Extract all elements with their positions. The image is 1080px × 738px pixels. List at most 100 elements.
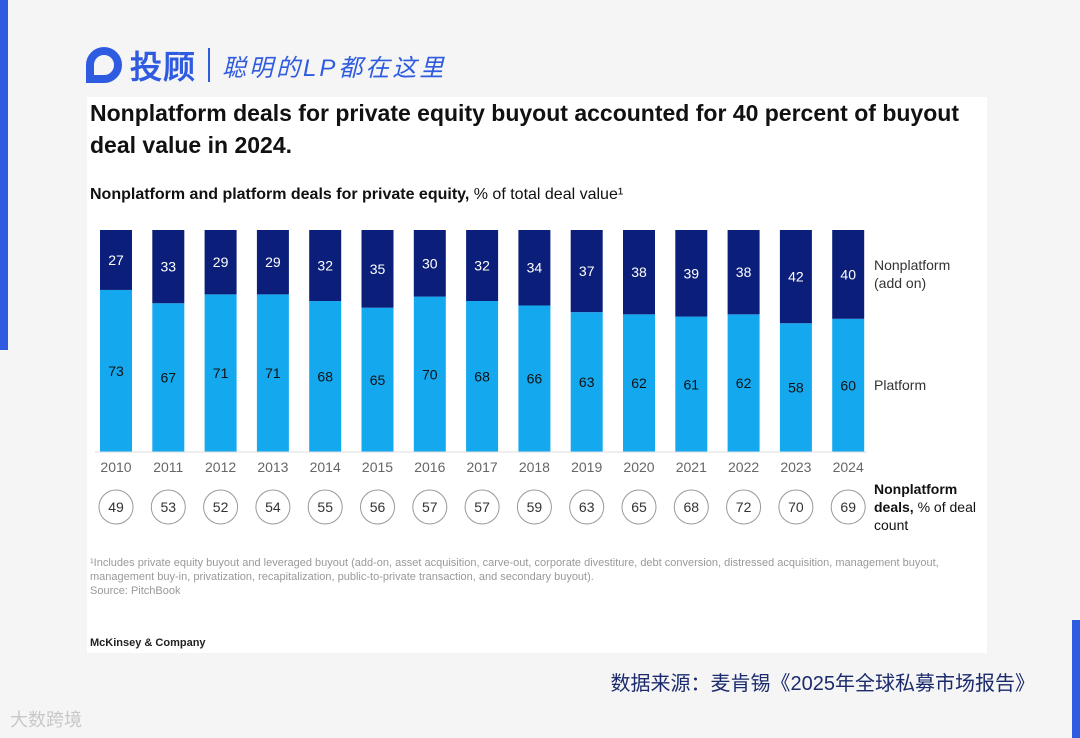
label-nonplatform: 27 [108, 252, 124, 268]
bar-platform [152, 303, 185, 452]
subtitle-rest: % of total deal value¹ [469, 186, 624, 203]
label-nonplatform: 33 [161, 259, 177, 275]
x-tick-label: 2018 [519, 459, 550, 475]
x-tick-label: 2023 [780, 459, 811, 475]
data-source: 数据来源：麦肯锡《2025年全球私募市场报告》 [610, 673, 1036, 695]
x-tick-label: 2010 [100, 459, 131, 475]
label-nonplatform: 32 [317, 258, 333, 274]
bar-platform [413, 296, 446, 452]
brand-slogan: 聪明的LP都在这里 [222, 54, 447, 82]
label-platform: 68 [474, 369, 490, 385]
label-nonplatform: 40 [840, 266, 856, 282]
deal-count-circle [830, 489, 866, 525]
legend-nonplatform: Nonplatform (add on) [874, 257, 951, 291]
label-nonplatform: 39 [684, 265, 700, 281]
label-platform: 63 [579, 374, 595, 390]
deal-count-value: 54 [265, 499, 281, 515]
deal-count-circle [98, 489, 134, 525]
bar-platform [309, 301, 342, 452]
label-nonplatform: 29 [213, 254, 229, 270]
bar-platform [361, 307, 394, 452]
label-platform: 67 [161, 370, 177, 386]
x-tick-label: 2011 [153, 459, 183, 475]
brand-header: 投顾 聪明的LP都在这里 [86, 42, 446, 88]
accent-stripe-right [1072, 620, 1080, 738]
label-nonplatform: 38 [736, 264, 752, 280]
label-platform: 60 [840, 377, 856, 393]
watermark: 大数跨境 [10, 710, 82, 730]
x-tick-label: 2013 [257, 459, 288, 475]
footnote-text: ¹Includes private equity buyout and leve… [90, 557, 939, 583]
deal-count-value: 55 [317, 499, 333, 515]
bar-platform [727, 314, 760, 452]
footnote: ¹Includes private equity buyout and leve… [90, 556, 970, 598]
deal-count-value: 70 [788, 499, 804, 515]
deal-count-circle [726, 489, 762, 525]
accent-stripe-left [0, 0, 8, 350]
bar-nonplatform [204, 230, 237, 295]
deal-count-circle [516, 489, 552, 525]
legend-platform: Platform [874, 377, 927, 393]
label-nonplatform: 35 [370, 261, 386, 277]
deal-count-value: 57 [474, 499, 490, 515]
label-platform: 71 [265, 365, 281, 381]
bar-nonplatform [623, 230, 655, 315]
label-platform: 62 [736, 375, 752, 391]
label-platform: 61 [684, 376, 700, 392]
deal-count-value: 69 [840, 499, 856, 515]
deal-count-label-bold: Nonplatform deals, [874, 481, 958, 515]
deal-count-value: 52 [213, 499, 229, 515]
bar-nonplatform [675, 230, 708, 317]
x-tick-label: 2012 [205, 459, 236, 475]
publisher-logo: McKinsey & Company [90, 637, 206, 649]
x-tick-label: 2017 [467, 459, 498, 475]
logo-icon [86, 47, 122, 83]
bar-nonplatform [466, 230, 499, 302]
label-platform: 70 [422, 366, 438, 382]
deal-count-circle [307, 489, 343, 525]
deal-count-circle [673, 489, 709, 525]
deal-count-circle [778, 489, 814, 525]
x-tick-label: 2014 [310, 459, 341, 475]
bar-nonplatform [152, 230, 185, 304]
bar-platform [832, 318, 865, 452]
bar-nonplatform [518, 230, 551, 306]
chart-subtitle: Nonplatform and platform deals for priva… [90, 186, 623, 204]
deal-count-value: 59 [527, 499, 543, 515]
deal-count-value: 57 [422, 499, 438, 515]
label-platform: 62 [631, 375, 647, 391]
bar-platform [675, 316, 708, 452]
bar-platform [466, 301, 499, 452]
x-tick-label: 2015 [362, 459, 393, 475]
label-nonplatform: 38 [631, 264, 647, 280]
label-platform: 66 [527, 371, 543, 387]
label-nonplatform: 42 [788, 269, 804, 285]
bar-nonplatform [256, 230, 289, 295]
bar-platform [570, 312, 603, 452]
stacked-bar-chart: 27 73 2010 49 33 67 2011 53 29 71 2012 52 29 71 2013 54… [95, 230, 867, 525]
label-nonplatform: 29 [265, 254, 281, 270]
x-tick-label: 2022 [728, 459, 759, 475]
bar-nonplatform [361, 230, 394, 308]
label-nonplatform: 32 [474, 258, 490, 274]
bar-nonplatform [832, 230, 865, 319]
deal-count-circle [150, 489, 186, 525]
deal-count-circle [621, 489, 657, 525]
bar-nonplatform [570, 230, 603, 313]
bar-nonplatform [413, 230, 446, 297]
label-nonplatform: 34 [527, 260, 543, 276]
bar-platform [100, 289, 132, 452]
x-tick-label: 2016 [414, 459, 445, 475]
brand-logo: 投顾 [86, 42, 196, 88]
label-platform: 68 [317, 369, 333, 385]
bar-nonplatform [727, 230, 760, 315]
x-tick-label: 2024 [833, 459, 864, 475]
chart-card: Nonplatform deals for private equity buy… [87, 97, 987, 653]
brand-name: 投顾 [130, 49, 197, 85]
bar-platform [204, 294, 237, 452]
x-tick-label: 2019 [571, 459, 602, 475]
label-nonplatform: 37 [579, 263, 595, 279]
deal-count-circle [360, 489, 395, 525]
x-tick-label: 2021 [676, 459, 707, 475]
bar-nonplatform [100, 230, 132, 290]
